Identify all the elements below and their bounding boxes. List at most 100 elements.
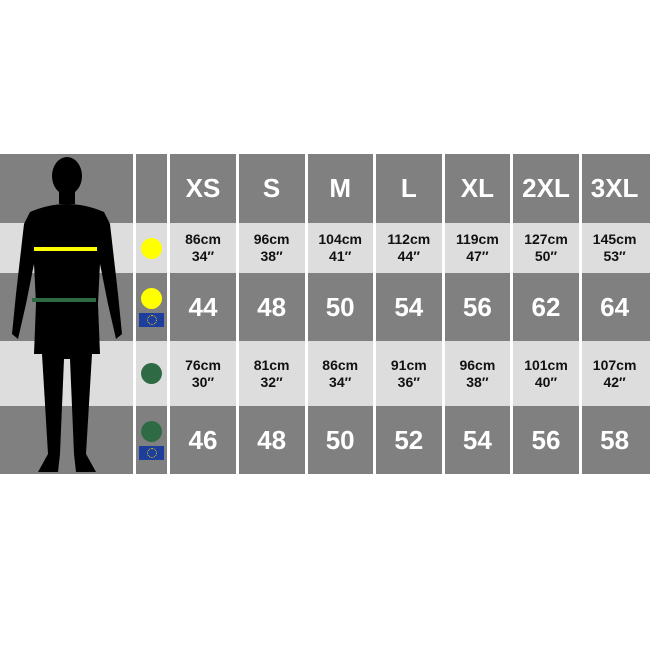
chest-eu-cell: 44 (170, 273, 236, 341)
waist-cell: 107cm 42″ (582, 341, 648, 406)
chest-eu-cell: 54 (376, 273, 442, 341)
chest-cm-value: 127cm (524, 231, 568, 247)
chest-in-value: 38″ (260, 248, 283, 264)
chest-eu-cell: 48 (239, 273, 305, 341)
sizes-value: 2XL (522, 173, 570, 203)
size-header: S (239, 154, 305, 223)
chest-in-value: 50″ (534, 248, 558, 264)
waist-eu-row (0, 406, 650, 474)
chest-cm-value: 86cm (185, 231, 221, 247)
waist-cm-value: 101cm (524, 356, 568, 373)
waist-eu-value: 56 (531, 424, 561, 455)
sizes-value: L (400, 173, 417, 203)
waist-eu-cell: 48 (239, 406, 305, 474)
waist-eu-icon-cell (136, 406, 167, 474)
chest-eu-value: 62 (531, 291, 561, 322)
chest-eu-value: 56 (462, 291, 492, 322)
chest-cell: 145cm 53″ (582, 223, 648, 273)
waist-in-value: 36″ (397, 373, 420, 390)
waist-in-value: 40″ (534, 373, 558, 390)
chest-eu-cell: 50 (307, 273, 373, 341)
chest-in-value: 34″ (191, 248, 215, 264)
size-header: XL (444, 154, 510, 223)
size-header: L (376, 154, 442, 223)
sizes-value: XS (185, 173, 221, 203)
size-header: M (307, 154, 373, 223)
chest-cell: 112cm 44″ (376, 223, 442, 273)
chest-eu-value: 50 (325, 291, 355, 322)
waist-eu-cell: 58 (582, 406, 648, 474)
waist-eu-cell: 54 (444, 406, 510, 474)
chest-cell: 119cm 47″ (444, 223, 510, 273)
chest-eu-cell: 56 (444, 273, 510, 341)
waist-line (32, 298, 96, 302)
chest-eu-cell: 64 (582, 273, 648, 341)
chest-icon-cell (136, 223, 167, 273)
green-dot-icon (141, 420, 162, 442)
chest-cm-value: 104cm (318, 231, 362, 247)
chest-cell: 86cm 34″ (170, 223, 236, 273)
chest-in-value: 41″ (329, 248, 352, 264)
waist-icon-cell (136, 341, 167, 406)
waist-eu-value: 46 (188, 424, 218, 455)
waist-in-value: 30″ (191, 373, 215, 390)
chest-eu-value: 54 (394, 291, 424, 322)
chest-in-value: 47″ (466, 248, 489, 264)
chest-eu-value: 44 (188, 291, 218, 322)
chest-in-value: 53″ (603, 248, 626, 264)
waist-cell: 96cm 38″ (444, 341, 510, 406)
waist-row (0, 341, 650, 406)
waist-eu-cell: 46 (170, 406, 236, 474)
waist-cell: 81cm 32″ (239, 341, 305, 406)
waist-cm-value: 81cm (253, 356, 290, 373)
waist-in-value: 42″ (603, 373, 626, 390)
chest-eu-value: 48 (257, 291, 287, 322)
chest-cm-value: 96cm (253, 231, 290, 247)
waist-eu-value: 48 (257, 424, 287, 455)
waist-cm-value: 86cm (322, 356, 359, 373)
waist-in-value: 38″ (466, 373, 489, 390)
size-header: 3XL (582, 154, 648, 223)
chest-in-value: 44″ (397, 248, 420, 264)
chest-eu-cell: 62 (513, 273, 579, 341)
eu-flag-icon (139, 312, 164, 327)
size-chart: XS 86cm 34″ 44 76cm 30″ 46 S 96cm 38″ 48 81cm 32″ 48 M… (0, 154, 650, 474)
waist-in-value: 34″ (329, 373, 352, 390)
waist-eu-cell: 52 (376, 406, 442, 474)
chest-cell: 96cm 38″ (239, 223, 305, 273)
header-row (0, 154, 650, 223)
chest-eu-value: 64 (600, 291, 630, 322)
waist-eu-value: 58 (600, 424, 630, 455)
waist-cell: 76cm 30″ (170, 341, 236, 406)
waist-cell: 91cm 36″ (376, 341, 442, 406)
chest-cell: 127cm 50″ (513, 223, 579, 273)
chest-line (34, 247, 97, 251)
eu-flag-icon (139, 445, 164, 460)
sizes-value: M (329, 173, 352, 203)
size-header: XS (170, 154, 236, 223)
size-header: 2XL (513, 154, 579, 223)
waist-cell: 101cm 40″ (513, 341, 579, 406)
yellow-dot-icon (141, 237, 162, 259)
chest-eu-icon-cell (136, 273, 167, 341)
chest-cell: 104cm 41″ (307, 223, 373, 273)
chest-cm-value: 112cm (387, 231, 431, 247)
sizes-value: XL (460, 173, 494, 203)
yellow-dot-icon (141, 287, 162, 309)
waist-cm-value: 76cm (185, 356, 221, 373)
waist-cell: 86cm 34″ (307, 341, 373, 406)
sizes-value: 3XL (590, 173, 639, 203)
chest-cm-value: 119cm (455, 231, 499, 247)
sizes-value: S (262, 173, 281, 203)
waist-eu-value: 50 (325, 424, 355, 455)
waist-in-value: 32″ (260, 373, 283, 390)
waist-eu-cell: 50 (307, 406, 373, 474)
waist-eu-value: 52 (394, 424, 424, 455)
green-dot-icon (141, 363, 162, 384)
waist-cm-value: 91cm (390, 356, 427, 373)
waist-cm-value: 107cm (592, 356, 637, 373)
chest-cm-value: 145cm (592, 231, 637, 247)
male-silhouette (12, 157, 122, 472)
waist-cm-value: 96cm (459, 356, 496, 373)
waist-eu-value: 54 (462, 424, 492, 455)
